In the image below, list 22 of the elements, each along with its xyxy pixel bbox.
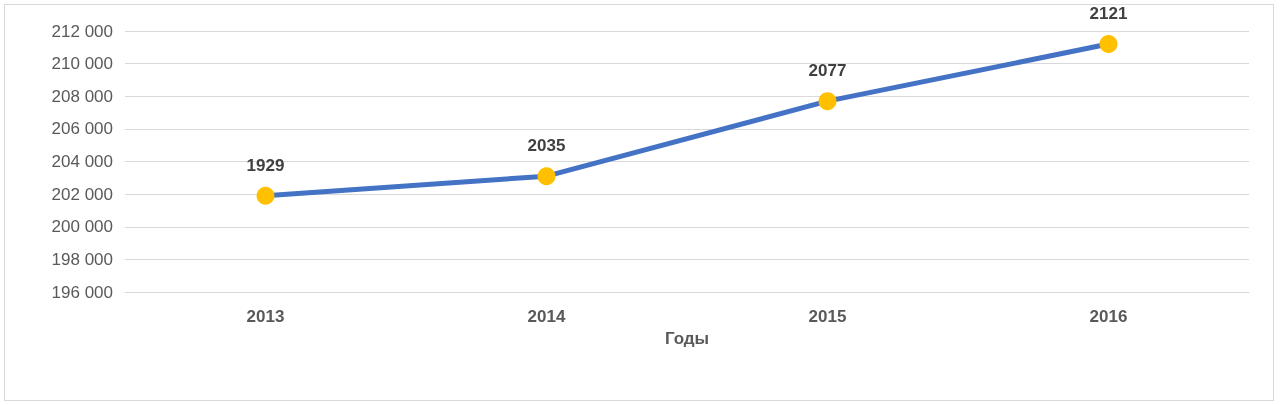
annotation: 1929 (246, 155, 285, 175)
point (256, 186, 275, 205)
y-tick-label: 212 000 (51, 21, 113, 41)
y-tick-label: 198 000 (51, 249, 113, 269)
y-tick-label: 200 000 (51, 217, 113, 237)
x-tick-label: 2014 (527, 307, 566, 326)
x-tick-label: 2016 (1089, 307, 1128, 326)
point (537, 167, 556, 186)
point (1099, 35, 1118, 54)
annotation: 2077 (808, 61, 847, 81)
x-tick-label: 2015 (808, 307, 847, 326)
y-tick-label: 210 000 (51, 54, 113, 74)
y-tick-label: 206 000 (51, 119, 113, 139)
x-tick-label: 2013 (246, 307, 285, 326)
annotation: 2035 (527, 136, 566, 156)
y-tick-label: 196 000 (51, 282, 113, 302)
y-tick-label: 202 000 (51, 184, 113, 204)
y-tick-label: 208 000 (51, 86, 113, 106)
point (818, 92, 837, 111)
x-axis-title: Годы (664, 328, 710, 348)
annotation: 2121 (1089, 4, 1128, 24)
y-tick-label: 204 000 (51, 152, 113, 171)
